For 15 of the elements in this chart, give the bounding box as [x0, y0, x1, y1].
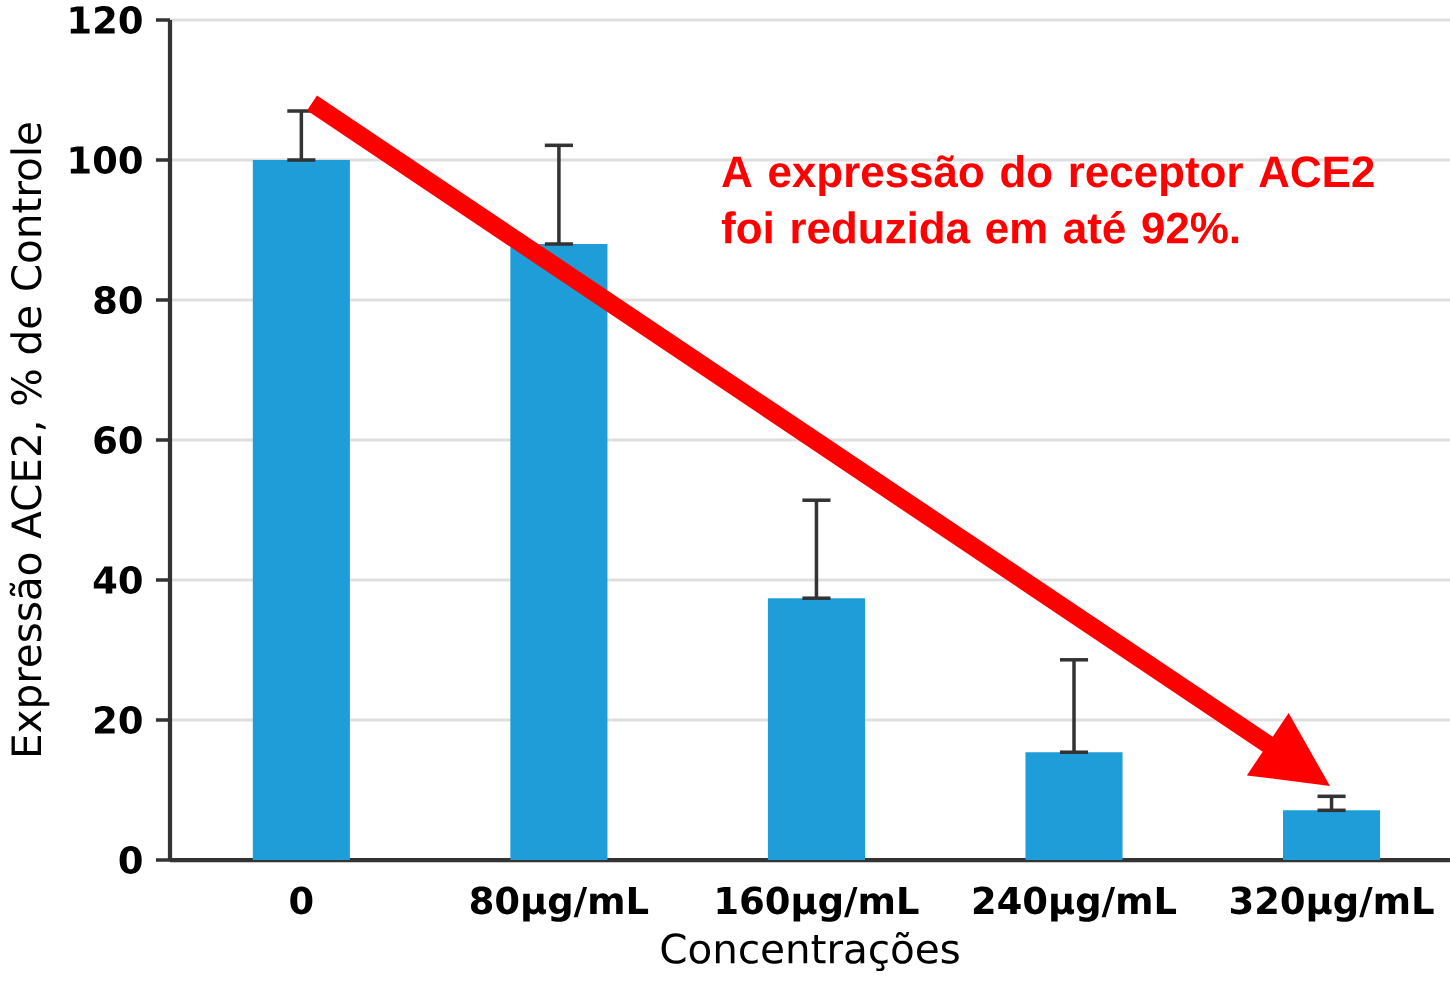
annotation: A expressão do receptor ACE2 foi reduzida em até 92%. [721, 155, 1374, 244]
x-tick-label: 0 [290, 886, 313, 915]
x-tick-label: 240µg/mL [973, 886, 1177, 922]
y-tick-label: 20 [95, 706, 142, 734]
y-tick-label: 120 [70, 6, 142, 34]
y-axis-title: Expressão ACE2, % de Controle [9, 123, 50, 755]
y-tick-label: 0 [119, 846, 142, 874]
x-tick-label: 160µg/mL [717, 886, 919, 922]
x-tick-label: 320µg/mL [1231, 886, 1434, 922]
y-tick-label: 80 [94, 286, 142, 314]
y-tick-label: 100 [70, 146, 142, 174]
x-axis-title: Concentrações [661, 931, 959, 972]
y-tick-label: 40 [93, 566, 142, 594]
x-tick-label: 80µg/mL [470, 886, 649, 922]
y-tick-label: 60 [94, 426, 142, 454]
